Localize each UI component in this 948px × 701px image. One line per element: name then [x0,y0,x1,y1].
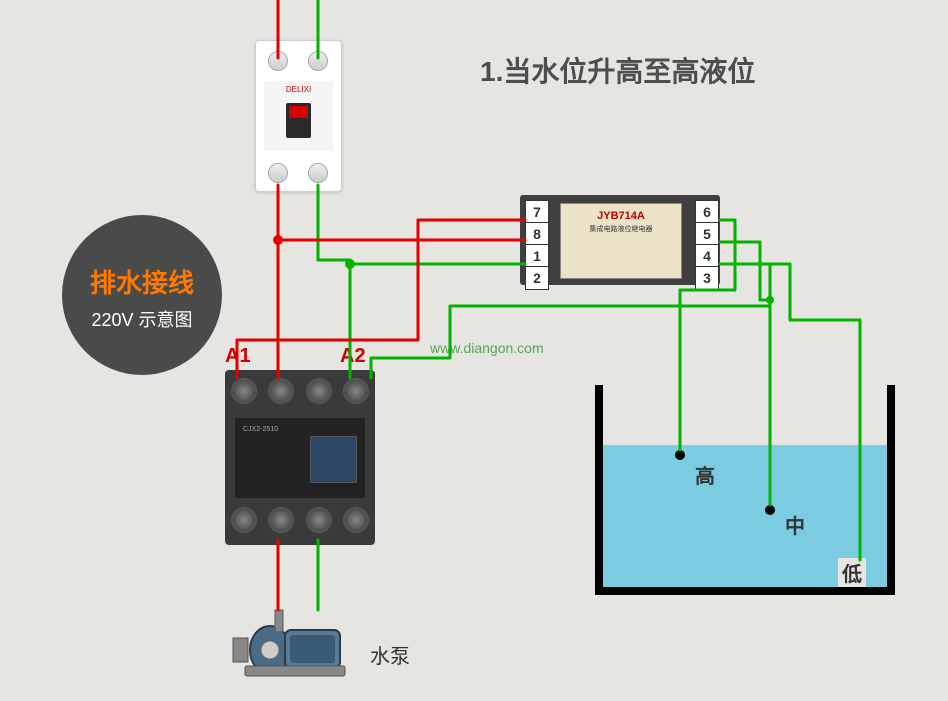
relay-term-2: 2 [525,266,549,290]
breaker-brand: DELIXI [264,85,333,94]
relay-face: JYB714A 集成电路液位继电器 [560,203,682,279]
breaker-screw [308,51,328,71]
probe-label-mid: 中 [785,510,805,539]
breaker-screw [308,163,328,183]
diagram-title: 1.当水位升高至高液位 [480,50,755,90]
watermark-center: www.diangon.com [430,340,544,356]
terminal-screw [306,507,332,533]
voltage-badge: 排水接线 220V 示意图 [62,215,222,375]
contactor-bottom-terminals [225,507,375,537]
breaker-screw [268,51,288,71]
terminal-screw [231,507,257,533]
badge-line2: 220V 示意图 [62,306,222,332]
relay-desc: 集成电路液位继电器 [561,224,681,234]
breaker-toggle [286,103,311,138]
terminal-screw [231,378,257,404]
terminal-screw [268,507,294,533]
water-pump [215,600,365,680]
probe-tip-high [675,450,685,460]
terminal-screw [343,507,369,533]
relay-term-5: 5 [695,222,719,246]
probe-label-low: 低 [838,558,866,587]
breaker-on-indicator [289,106,308,118]
relay-term-7: 7 [525,200,549,224]
breaker-screw [268,163,288,183]
tank-wall-right [887,385,895,595]
contactor-top-terminals [225,378,375,408]
contactor: CJX2-2510 [225,370,375,545]
probe-tip-mid [765,505,775,515]
badge-line1: 排水接线 [62,263,222,300]
relay-term-8: 8 [525,222,549,246]
tank-wall-left [595,385,603,595]
junction-dot [273,235,283,245]
terminal-screw [306,378,332,404]
relay-term-4: 4 [695,244,719,268]
terminal-screw [268,378,294,404]
junction-dot [766,296,774,304]
contactor-face: CJX2-2510 [235,418,365,498]
junction-dot [345,259,355,269]
terminal-screw [343,378,369,404]
tank-wall-bottom [595,587,895,595]
contactor-window [310,436,357,483]
coil-label-a1: A1 [225,345,251,368]
pump-icon [215,600,365,680]
relay-term-3: 3 [695,266,719,290]
probe-label-high: 高 [695,460,715,489]
relay-model: JYB714A [561,210,681,222]
relay-term-1: 1 [525,244,549,268]
relay-term-6: 6 [695,200,719,224]
coil-label-a2: A2 [340,345,366,368]
contactor-model: CJX2-2510 [243,426,278,433]
level-relay: JYB714A 集成电路液位继电器 [520,195,720,285]
circuit-breaker: DELIXI [255,40,342,192]
breaker-body: DELIXI [264,81,333,151]
pump-label: 水泵 [370,640,410,669]
